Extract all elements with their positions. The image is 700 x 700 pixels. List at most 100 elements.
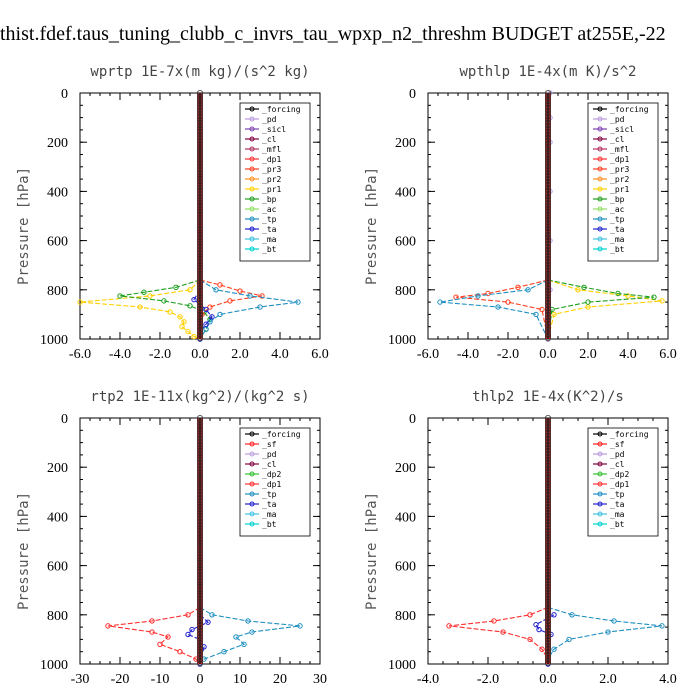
series-point-forcing (545, 246, 552, 253)
series-point-forcing (545, 426, 552, 433)
series-point-ta (205, 619, 211, 625)
series-point-forcing (196, 213, 203, 220)
series-point-forcing (545, 444, 552, 451)
legend: _forcing_pd_sicl_cl_mfl_dp1_pr3_pr2_pr1_… (239, 102, 311, 262)
legend-marker (597, 216, 603, 222)
series-point-forcing (196, 128, 203, 135)
series-point-forcing (545, 202, 552, 209)
series-point-forcing (545, 299, 552, 306)
series-point-forcing (196, 524, 203, 531)
series-point-forcing (545, 476, 552, 483)
legend-marker (249, 471, 255, 477)
series-point-forcing (196, 281, 203, 288)
legend-label: _tp (610, 215, 625, 224)
legend-marker (597, 156, 603, 162)
x-tick-label: -6.0 (417, 347, 439, 362)
series-point-forcing (545, 110, 552, 117)
series-point-forcing (196, 530, 203, 537)
series-point-forcing (545, 175, 552, 182)
panel-title: wprtp 1E-7x(m kg)/(s^2 kg) (90, 64, 309, 80)
legend-label: _cl (262, 135, 277, 144)
legend-label: _forcing (262, 105, 301, 114)
series-point-forcing (545, 435, 552, 442)
series-point-forcing (196, 426, 203, 433)
series-point-dp1 (165, 634, 171, 640)
series-point-forcing (545, 497, 552, 504)
series-point-forcing (545, 335, 552, 342)
series-point-forcing (545, 149, 552, 156)
series-point-forcing (545, 547, 552, 554)
series-point-forcing (545, 305, 552, 312)
x-tick-label: 4.0 (619, 347, 637, 362)
series-point-forcing (196, 423, 203, 430)
panel-title: wpthlp 1E-4x(m K)/s^2 (459, 64, 636, 80)
series-point-forcing (196, 184, 203, 191)
series-point-forcing (545, 465, 552, 472)
y-tick-label: 600 (47, 235, 68, 250)
series-point-forcing (196, 512, 203, 519)
series-line-tp (199, 279, 299, 340)
series-point-forcing (196, 521, 203, 528)
y-tick-label: 1000 (388, 333, 416, 348)
series-point-forcing (196, 420, 203, 427)
series-point-forcing (196, 190, 203, 197)
legend-marker (249, 481, 255, 487)
series-point-forcing (196, 131, 203, 138)
series-point-forcing (545, 592, 552, 599)
series-point-forcing (196, 287, 203, 294)
series-point-forcing (545, 208, 552, 215)
series-point-forcing (545, 137, 552, 144)
series-point-forcing (545, 636, 552, 643)
series-point-forcing (196, 113, 203, 120)
series-point-forcing (545, 627, 552, 634)
series-point-forcing (545, 172, 552, 179)
series-point-forcing (545, 166, 552, 173)
series-point-pr1 (185, 328, 191, 335)
series-point-tp (209, 612, 215, 618)
legend-label: _pd (610, 450, 625, 459)
series-point-forcing (196, 193, 203, 200)
series-point-forcing (196, 660, 203, 667)
legend-marker (249, 451, 255, 457)
series-point-forcing (545, 231, 552, 238)
series-point-pr1 (575, 287, 581, 293)
series-point-dp1 (177, 649, 183, 655)
series-point-forcing (196, 444, 203, 451)
series-point-tp (551, 646, 557, 652)
series-point-forcing (196, 609, 203, 616)
series-point-ta (203, 321, 209, 327)
series-point-forcing (545, 553, 552, 560)
series-point-tp (569, 612, 575, 618)
series-point-forcing (545, 609, 552, 616)
series-point-forcing (196, 110, 203, 117)
series-point-forcing (196, 518, 203, 525)
series-group (105, 414, 303, 667)
series-point-forcing (545, 278, 552, 285)
legend-label: _pd (262, 450, 277, 459)
series-point-forcing (196, 491, 203, 498)
series-point-pr1 (181, 319, 187, 325)
legend-marker (597, 206, 603, 212)
x-tick-label: 4.0 (271, 347, 289, 362)
legend-marker (249, 186, 255, 192)
series-line-dp1 (107, 606, 201, 665)
series-point-forcing (545, 509, 552, 516)
series-point-forcing (545, 249, 552, 256)
series-point-forcing (545, 474, 552, 481)
series-point-tp (213, 287, 219, 293)
series-point-forcing (545, 181, 552, 188)
series-point-forcing (196, 627, 203, 634)
series-point-forcing (545, 500, 552, 507)
series-point-forcing (196, 149, 203, 156)
legend-marker (597, 196, 603, 202)
x-tick-label: -2.0 (149, 347, 171, 362)
y-tick-label: 0 (61, 87, 68, 102)
y-tick-label: 600 (47, 560, 68, 575)
series-point-forcing (196, 657, 203, 664)
series-point-forcing (545, 146, 552, 153)
series-point-forcing (545, 287, 552, 294)
series-point-forcing (196, 592, 203, 599)
y-tick-label: 0 (61, 412, 68, 427)
legend-marker (597, 521, 603, 527)
series-line-ta (193, 289, 213, 339)
